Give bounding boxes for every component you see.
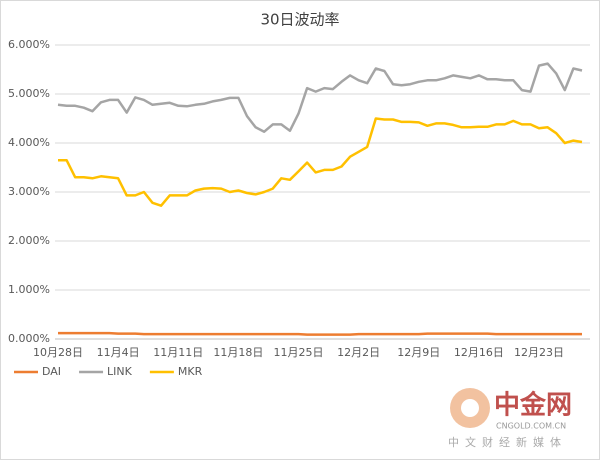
y-tick-label: 2.000%	[8, 234, 50, 247]
x-tick-label: 11月25日	[274, 346, 324, 359]
series-line	[57, 62, 583, 133]
watermark: 中金网 CNGOLD.COM.CN 中文财经新媒体	[448, 388, 572, 449]
y-tick-label: 1.000%	[8, 283, 50, 296]
watermark-slogan: 中文财经新媒体	[448, 435, 567, 449]
legend-label: LINK	[107, 365, 133, 378]
y-tick-label: 0.000%	[8, 332, 50, 345]
chart-title: 30日波动率	[260, 11, 339, 29]
x-tick-label: 11月4日	[97, 346, 140, 359]
watermark-brand: 中金网	[494, 390, 572, 421]
watermark-url: CNGOLD.COM.CN	[496, 422, 566, 431]
series-line	[58, 117, 583, 207]
x-tick-label: 12月16日	[454, 346, 504, 359]
legend-label: DAI	[42, 365, 61, 378]
x-tick-label: 12月23日	[514, 346, 564, 359]
x-tick-label: 10月28日	[33, 346, 83, 359]
y-tick-label: 5.000%	[8, 87, 50, 100]
y-tick-label: 6.000%	[8, 38, 50, 51]
series-line	[58, 331, 582, 336]
x-tick-label: 11月11日	[153, 346, 203, 359]
logo-inner	[461, 399, 479, 417]
x-tick-label: 12月9日	[397, 346, 440, 359]
y-tick-label: 3.000%	[8, 185, 50, 198]
y-tick-label: 4.000%	[8, 136, 50, 149]
x-tick-label: 11月18日	[213, 346, 263, 359]
x-tick-label: 12月2日	[337, 346, 380, 359]
legend-label: MKR	[178, 365, 203, 378]
